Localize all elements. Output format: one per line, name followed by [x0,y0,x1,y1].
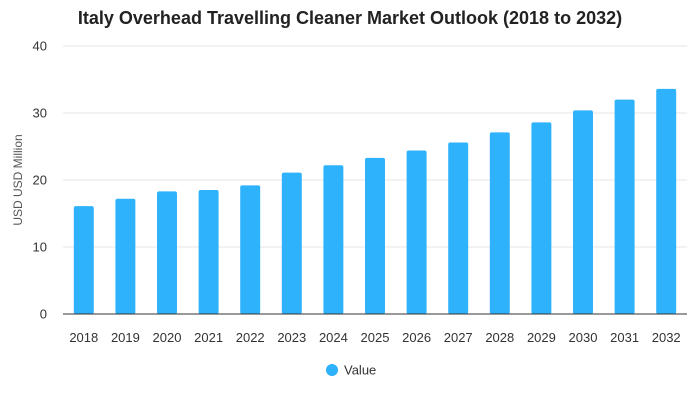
x-axis-ticks: 2018 2019 2020 2021 2022 2023 2024 2025 2026 2027… [69,330,680,345]
bar-2025[interactable] [365,157,385,314]
x-tick-label: 2029 [527,330,556,345]
chart-title: Italy Overhead Travelling Cleaner Market… [77,8,623,28]
bar-2027[interactable] [448,142,469,314]
legend-marker-icon [326,364,338,376]
bar-2029[interactable] [531,122,552,314]
bar-2030[interactable] [573,110,593,314]
bar-2031[interactable] [614,99,635,314]
bar-2024[interactable] [323,165,344,314]
bar-2019[interactable] [115,198,136,314]
x-tick-label: 2023 [277,330,306,345]
bar-2023[interactable] [281,172,302,314]
bar-2022[interactable] [240,185,261,314]
bar-2028[interactable] [489,132,510,314]
x-tick-label: 2026 [402,330,431,345]
x-tick-label: 2028 [485,330,514,345]
legend-label: Value [344,363,376,378]
x-tick-label: 2022 [236,330,265,345]
x-tick-label: 2030 [569,330,598,345]
bars [73,88,677,314]
y-tick-label: 10 [33,240,47,255]
bar-2020[interactable] [157,191,177,314]
bar-2018[interactable] [73,206,94,314]
x-tick-label: 2020 [153,330,182,345]
x-tick-label: 2025 [361,330,390,345]
x-tick-label: 2018 [69,330,98,345]
y-tick-label: 20 [33,173,47,188]
bar-2032[interactable] [656,88,677,314]
bar-2026[interactable] [406,150,427,314]
legend[interactable]: Value [326,363,376,378]
y-tick-label: 30 [33,106,47,121]
bar-2021[interactable] [198,190,219,314]
x-tick-label: 2019 [111,330,140,345]
x-tick-label: 2021 [194,330,223,345]
y-tick-label: 0 [40,307,47,322]
x-tick-label: 2024 [319,330,348,345]
x-tick-label: 2027 [444,330,473,345]
y-axis-title: USD USD Million [11,134,25,225]
x-tick-label: 2031 [610,330,639,345]
x-tick-label: 2032 [652,330,681,345]
y-tick-label: 40 [33,39,47,54]
y-axis-ticks: 0 10 20 30 40 [33,39,47,322]
